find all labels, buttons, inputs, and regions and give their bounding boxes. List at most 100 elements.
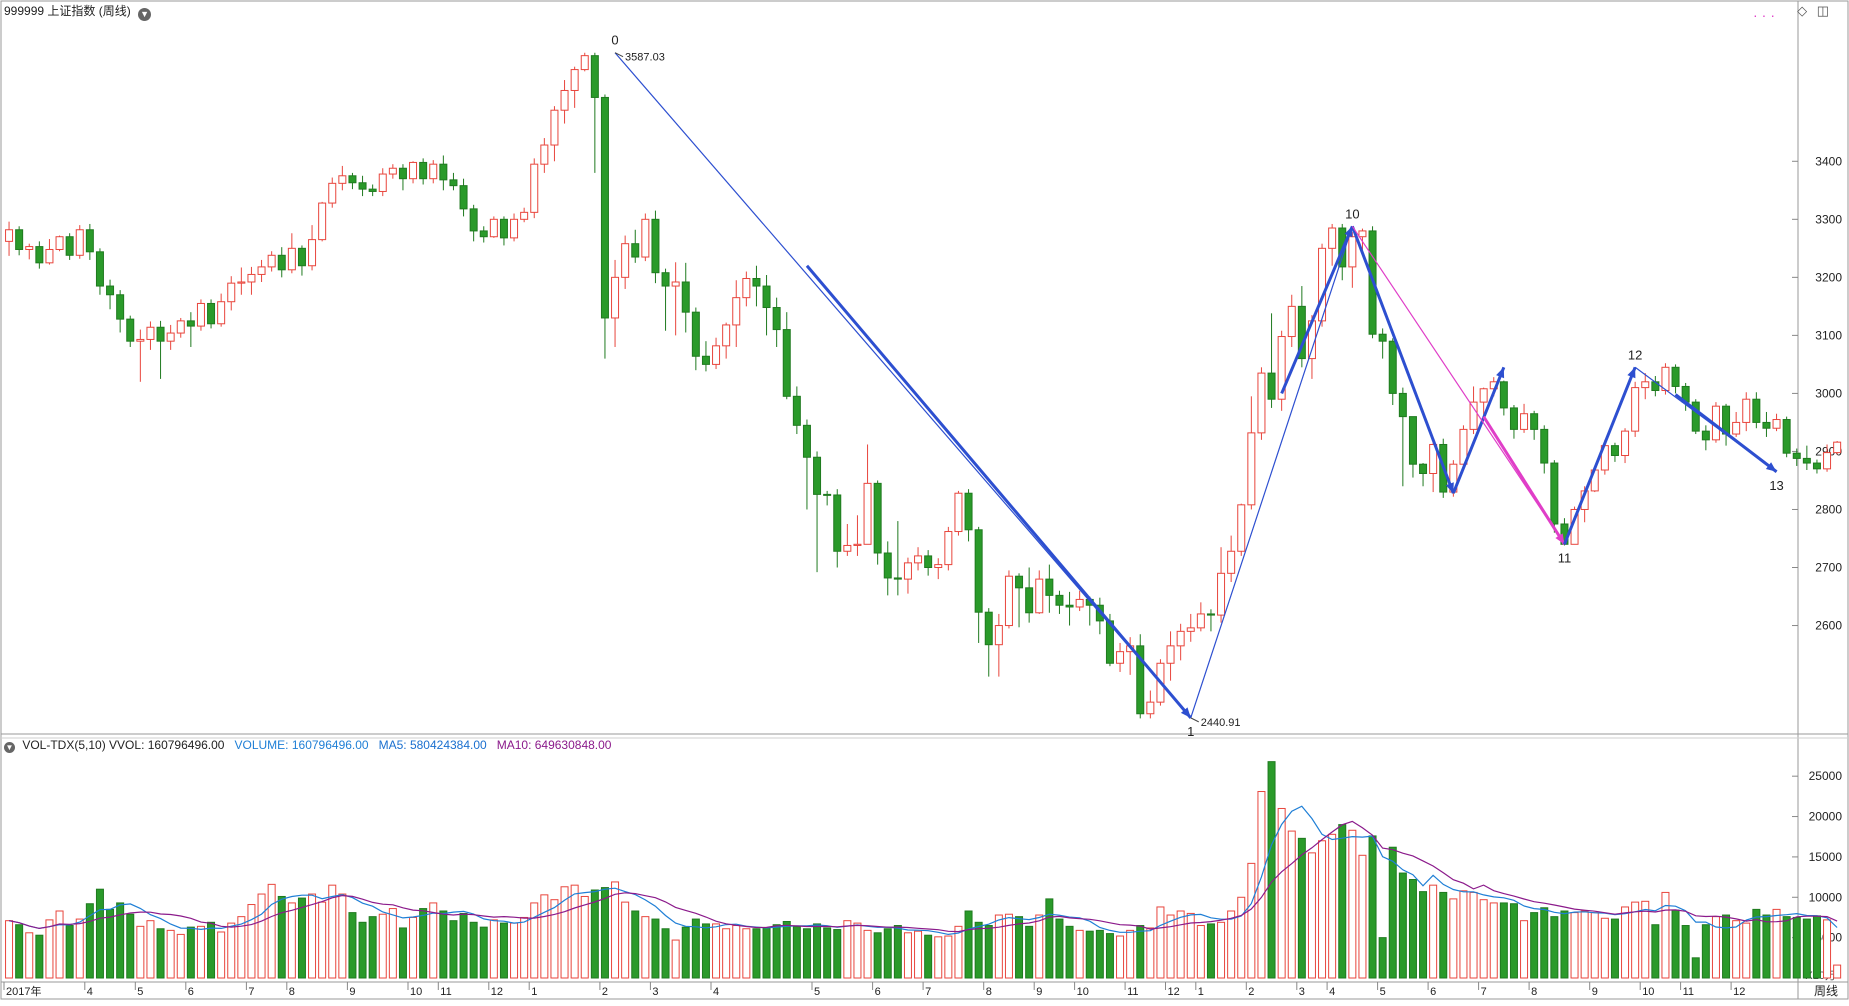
volume-bar[interactable] — [1590, 912, 1599, 979]
volume-bar[interactable] — [75, 918, 84, 979]
candle-body[interactable] — [540, 144, 549, 165]
candle-body[interactable] — [1388, 340, 1397, 394]
candle-body[interactable] — [560, 89, 569, 111]
wave-line[interactable] — [1280, 225, 1354, 394]
volume-bar[interactable] — [1782, 916, 1791, 979]
wave-line[interactable] — [1482, 415, 1566, 546]
volume-bar[interactable] — [1267, 761, 1276, 979]
volume-bar[interactable] — [611, 881, 620, 979]
volume-bar[interactable] — [358, 921, 367, 979]
candle-body[interactable] — [489, 218, 498, 238]
volume-bar[interactable] — [439, 910, 448, 979]
candle-body[interactable] — [1217, 572, 1226, 616]
volume-bar[interactable] — [1691, 957, 1700, 979]
volume-bar[interactable] — [1419, 891, 1428, 979]
chevron-down-icon[interactable]: ▼ — [4, 742, 15, 753]
wave-line[interactable] — [1190, 226, 1353, 719]
candle-body[interactable] — [409, 161, 418, 180]
wave-line[interactable] — [1451, 366, 1506, 494]
volume-bar[interactable] — [994, 914, 1003, 979]
candle-body[interactable] — [681, 281, 690, 313]
volume-bar[interactable] — [1823, 919, 1832, 979]
volume-bar[interactable] — [641, 916, 650, 979]
volume-bar[interactable] — [1479, 899, 1488, 979]
volume-bar[interactable] — [853, 922, 862, 979]
candle-body[interactable] — [772, 307, 781, 331]
volume-bar[interactable] — [1126, 929, 1135, 979]
candle-body[interactable] — [75, 229, 84, 256]
candle-body[interactable] — [247, 273, 256, 283]
volume-bar[interactable] — [1408, 879, 1417, 979]
volume-bar[interactable] — [1429, 884, 1438, 979]
volume-bar[interactable] — [1307, 852, 1316, 979]
chevron-down-icon[interactable]: ▼ — [138, 8, 152, 21]
candle-body[interactable] — [1237, 504, 1246, 552]
candle-body[interactable] — [1691, 401, 1700, 432]
volume-bar[interactable] — [1833, 964, 1842, 979]
volume-bar[interactable] — [207, 921, 216, 979]
candle-body[interactable] — [1206, 613, 1215, 616]
volume-bar[interactable] — [833, 929, 842, 979]
volume-bar[interactable] — [348, 912, 357, 979]
candle-body[interactable] — [1267, 372, 1276, 400]
candle-body[interactable] — [1348, 236, 1357, 268]
volume-bar[interactable] — [903, 932, 912, 979]
volume-bar[interactable] — [914, 930, 923, 979]
candle-body[interactable] — [1065, 604, 1074, 608]
candle-body[interactable] — [156, 326, 165, 342]
wave-line[interactable] — [805, 264, 1192, 719]
volume-bar[interactable] — [459, 912, 468, 979]
candle-body[interactable] — [257, 266, 266, 275]
wave-line[interactable] — [1351, 225, 1565, 545]
volume-bar[interactable] — [1348, 829, 1357, 979]
volume-bar[interactable] — [25, 932, 34, 979]
candle-body[interactable] — [722, 324, 731, 347]
candle-body[interactable] — [318, 202, 327, 241]
volume-bar[interactable] — [691, 918, 700, 979]
candle-body[interactable] — [45, 248, 54, 264]
candle-body[interactable] — [217, 301, 226, 325]
volume-bar[interactable] — [1318, 840, 1327, 979]
volume-bar[interactable] — [1802, 918, 1811, 979]
volume-bar[interactable] — [1812, 915, 1821, 979]
candle-body[interactable] — [1610, 445, 1619, 457]
candle-body[interactable] — [398, 167, 407, 180]
volume-bar[interactable] — [1368, 835, 1377, 979]
candle-body[interactable] — [1378, 333, 1387, 342]
candle-body[interactable] — [883, 552, 892, 579]
volume-bar[interactable] — [409, 916, 418, 979]
candle-body[interactable] — [1176, 630, 1185, 647]
candle-body[interactable] — [903, 562, 912, 580]
pink-dots-icon[interactable]: ··· — [1753, 7, 1779, 23]
volume-bar[interactable] — [671, 939, 680, 979]
candle-body[interactable] — [1257, 372, 1266, 434]
volume-bar[interactable] — [469, 921, 478, 979]
volume-bar[interactable] — [1105, 933, 1114, 979]
candle-body[interactable] — [146, 326, 155, 340]
volume-bar[interactable] — [146, 920, 155, 979]
volume-bar[interactable] — [1388, 846, 1397, 979]
candle-body[interactable] — [1469, 401, 1478, 430]
volume-bar[interactable] — [631, 910, 640, 979]
volume-bar[interactable] — [873, 932, 882, 979]
candle-body[interactable] — [55, 236, 64, 250]
candle-body[interactable] — [1116, 651, 1125, 664]
candle-body[interactable] — [742, 278, 751, 299]
volume-bar[interactable] — [419, 908, 428, 979]
volume-bar[interactable] — [398, 927, 407, 979]
volume-bar[interactable] — [762, 927, 771, 979]
volume-bar[interactable] — [297, 897, 306, 979]
candle-body[interactable] — [1004, 575, 1013, 627]
candle-body[interactable] — [1762, 421, 1771, 429]
candle-body[interactable] — [439, 163, 448, 181]
panel-toggle-icon[interactable]: ◫ — [1816, 3, 1829, 18]
volume-bar[interactable] — [1237, 896, 1246, 979]
volume-bar[interactable] — [1732, 920, 1741, 979]
candle-body[interactable] — [297, 247, 306, 267]
volume-bar[interactable] — [1358, 854, 1367, 979]
candle-body[interactable] — [267, 254, 276, 268]
volume-bar[interactable] — [1156, 906, 1165, 979]
volume-bar[interactable] — [1227, 910, 1236, 979]
volume-bar[interactable] — [95, 888, 104, 979]
volume-bar[interactable] — [257, 893, 266, 979]
